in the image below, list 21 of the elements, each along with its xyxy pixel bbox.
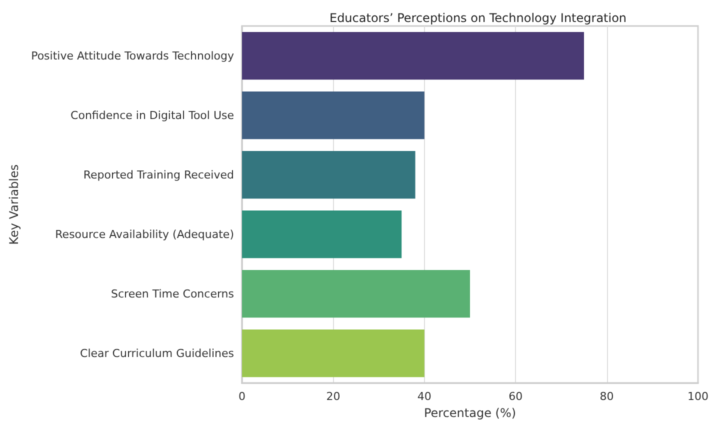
x-tick-label: 0 [238,390,246,404]
bar [242,270,470,318]
y-tick-label: Resource Availability (Adequate) [55,228,234,241]
bar [242,91,424,140]
bar [242,150,416,199]
bar [242,210,402,258]
y-tick-label: Positive Attitude Towards Technology [31,49,234,62]
x-tick-label: 100 [688,390,708,404]
bar [242,330,424,378]
x-tick-label: 60 [508,390,523,404]
y-tick-label: Confidence in Digital Tool Use [70,108,234,122]
y-tick-label: Reported Training Received [83,168,234,182]
x-axis-title: Percentage (%) [424,406,516,420]
y-tick-label: Clear Curriculum Guidelines [80,346,234,360]
x-tick-label: 40 [417,390,432,404]
chart-title: Educators’ Perceptions on Technology Integration [329,11,627,25]
y-tick-label: Screen Time Concerns [111,287,234,300]
x-tick-label: 80 [600,390,614,404]
y-axis-title: Key Variables [7,164,21,245]
x-tick-label: 20 [326,390,340,404]
bar [242,32,584,80]
